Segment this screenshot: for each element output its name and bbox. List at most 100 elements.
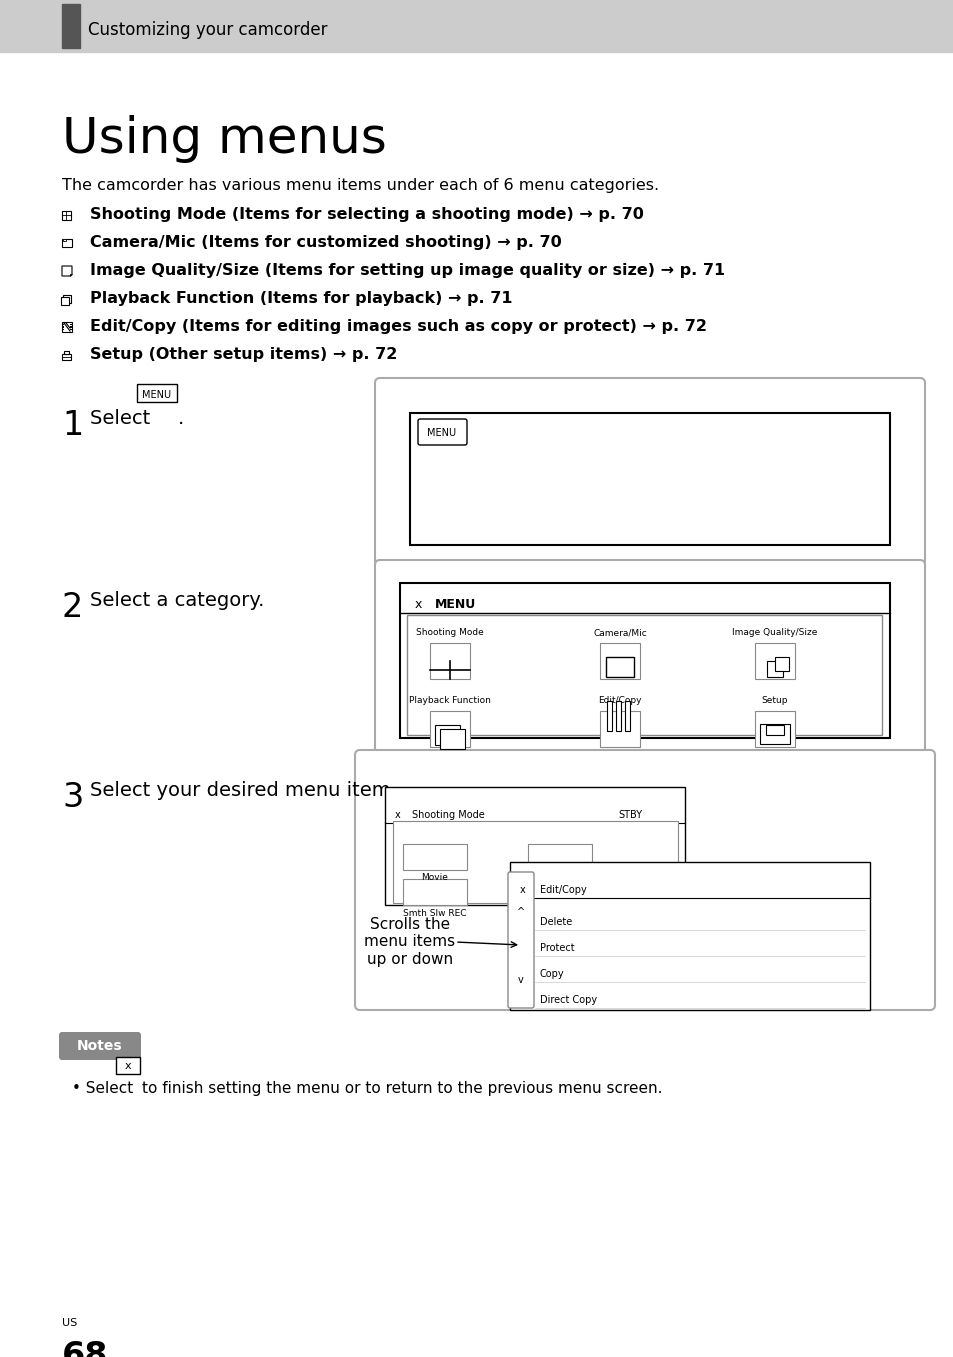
Text: Setup (Other setup items) → p. 72: Setup (Other setup items) → p. 72 <box>90 347 397 362</box>
Polygon shape <box>62 266 71 275</box>
Text: STBY: STBY <box>618 810 641 820</box>
FancyBboxPatch shape <box>375 560 924 754</box>
Bar <box>62 4 80 47</box>
Text: Camera/Mic (Items for customized shooting) → p. 70: Camera/Mic (Items for customized shootin… <box>90 236 561 251</box>
Text: Select your desired menu item.: Select your desired menu item. <box>90 782 396 801</box>
Bar <box>765 725 783 735</box>
Bar <box>61 296 69 304</box>
Bar <box>62 354 71 360</box>
Text: • Select: • Select <box>71 1082 138 1096</box>
Text: Playback Function (Items for playback) → p. 71: Playback Function (Items for playback) →… <box>90 292 512 307</box>
Bar <box>599 711 639 746</box>
Text: MENU: MENU <box>435 598 476 612</box>
Text: Golf Shot: Golf Shot <box>538 908 580 917</box>
Bar <box>402 879 467 905</box>
FancyBboxPatch shape <box>137 384 177 402</box>
Text: Copy: Copy <box>539 969 564 978</box>
Bar <box>760 725 789 744</box>
Bar <box>62 328 64 330</box>
Polygon shape <box>70 274 71 275</box>
Bar <box>62 326 64 327</box>
Text: Movie: Movie <box>421 874 448 882</box>
Bar <box>606 702 612 731</box>
Text: Edit/Copy: Edit/Copy <box>539 885 586 896</box>
Bar <box>527 879 592 905</box>
Text: ^: ^ <box>517 906 524 917</box>
FancyBboxPatch shape <box>507 873 534 1008</box>
Text: Shooting Mode: Shooting Mode <box>416 628 483 636</box>
Bar <box>439 729 464 749</box>
Bar <box>527 844 592 870</box>
Bar <box>64 351 69 354</box>
Text: Image Quality/Size (Items for setting up image quality or size) → p. 71: Image Quality/Size (Items for setting up… <box>90 263 724 278</box>
Bar <box>0 0 953 52</box>
Text: Shooting Mode: Shooting Mode <box>412 810 484 820</box>
Text: Edit/Copy: Edit/Copy <box>598 696 641 706</box>
Bar <box>616 702 620 731</box>
FancyBboxPatch shape <box>417 419 467 445</box>
Bar <box>70 326 71 327</box>
Bar <box>402 844 467 870</box>
Text: 2: 2 <box>62 592 83 624</box>
Bar <box>63 239 66 242</box>
Text: x: x <box>415 598 422 612</box>
Bar <box>430 711 470 746</box>
Text: Playback Function: Playback Function <box>409 696 491 706</box>
Bar <box>605 657 634 677</box>
Text: The camcorder has various menu items under each of 6 menu categories.: The camcorder has various menu items und… <box>62 178 659 193</box>
Bar <box>754 643 794 678</box>
Bar <box>385 787 684 905</box>
Text: 68: 68 <box>62 1339 109 1357</box>
Text: Setup: Setup <box>760 696 787 706</box>
Bar <box>62 239 71 247</box>
Text: Protect: Protect <box>539 943 574 953</box>
Text: 1: 1 <box>62 408 83 442</box>
Text: .: . <box>178 408 184 427</box>
Text: Notes: Notes <box>77 1039 123 1053</box>
Bar <box>435 725 459 745</box>
Text: Photo: Photo <box>547 874 572 882</box>
Text: x: x <box>125 1061 132 1071</box>
Text: MENU: MENU <box>142 389 172 400</box>
FancyBboxPatch shape <box>116 1057 140 1073</box>
Bar <box>407 615 882 735</box>
Bar <box>430 643 470 678</box>
Text: 3: 3 <box>62 782 83 814</box>
Text: Delete: Delete <box>539 917 572 927</box>
Bar <box>70 328 71 330</box>
Bar <box>510 862 869 1010</box>
Bar <box>62 322 71 332</box>
Bar <box>62 210 71 220</box>
Text: x: x <box>519 885 525 896</box>
FancyBboxPatch shape <box>355 750 934 1010</box>
Text: x: x <box>395 810 400 820</box>
Bar <box>754 711 794 746</box>
Text: v: v <box>517 974 523 985</box>
Bar <box>599 643 639 678</box>
Text: Edit/Copy (Items for editing images such as copy or protect) → p. 72: Edit/Copy (Items for editing images such… <box>90 319 706 334</box>
Text: US: US <box>62 1318 77 1329</box>
Text: Image Quality/Size: Image Quality/Size <box>732 628 817 636</box>
Bar <box>410 413 889 546</box>
Bar <box>624 702 629 731</box>
Text: Select: Select <box>90 408 156 427</box>
Text: Camera/Mic: Camera/Mic <box>593 628 646 636</box>
Text: Select a category.: Select a category. <box>90 592 264 611</box>
Text: to finish setting the menu or to return to the previous menu screen.: to finish setting the menu or to return … <box>142 1082 661 1096</box>
Bar <box>62 323 64 324</box>
Bar <box>399 584 889 738</box>
Bar <box>774 657 788 670</box>
Text: Using menus: Using menus <box>62 115 387 163</box>
Text: MENU: MENU <box>427 427 456 438</box>
Bar <box>766 661 782 677</box>
Text: Shooting Mode (Items for selecting a shooting mode) → p. 70: Shooting Mode (Items for selecting a sho… <box>90 208 643 223</box>
Text: Customizing your camcorder: Customizing your camcorder <box>88 20 327 39</box>
Text: Direct Copy: Direct Copy <box>539 995 597 1006</box>
FancyBboxPatch shape <box>59 1033 141 1060</box>
Text: Scrolls the
menu items
up or down: Scrolls the menu items up or down <box>364 917 456 968</box>
FancyBboxPatch shape <box>375 379 924 565</box>
Bar <box>70 323 71 324</box>
Text: Smth Slw REC: Smth Slw REC <box>403 908 466 917</box>
Bar <box>393 821 678 902</box>
Bar <box>63 294 71 303</box>
